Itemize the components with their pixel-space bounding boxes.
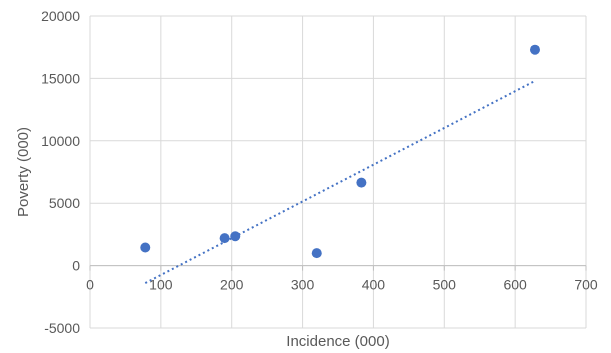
x-tick-label: 600 xyxy=(503,277,527,293)
data-point xyxy=(219,233,230,244)
data-point xyxy=(529,44,540,55)
trendline-layer xyxy=(144,80,536,284)
y-axis-title: Poverty (000) xyxy=(15,127,32,217)
trendline xyxy=(144,80,536,284)
x-tick-label: 700 xyxy=(574,277,598,293)
x-tick-label: 500 xyxy=(433,277,457,293)
x-tick-label: 100 xyxy=(149,277,173,293)
y-tick-label: 15000 xyxy=(41,70,80,86)
data-points xyxy=(140,44,540,259)
tick-labels: 0 100 200 300 400 500 600 700 -5000 0 5000 10000 150… xyxy=(41,8,598,336)
x-tick-label: 0 xyxy=(86,277,94,293)
data-point xyxy=(230,231,241,242)
grid xyxy=(89,15,587,329)
y-tick-label: 0 xyxy=(72,258,80,274)
y-tick-label: -5000 xyxy=(44,320,80,336)
data-point xyxy=(311,248,322,259)
x-tick-label: 200 xyxy=(220,277,244,293)
x-tick-label: 300 xyxy=(291,277,315,293)
y-tick-label: 10000 xyxy=(41,133,80,149)
data-point xyxy=(356,177,367,188)
axes xyxy=(89,265,587,271)
x-tick-label: 400 xyxy=(362,277,386,293)
y-tick-label: 5000 xyxy=(49,195,80,211)
x-axis-title: Incidence (000) xyxy=(286,333,389,350)
y-tick-label: 20000 xyxy=(41,8,80,24)
data-point xyxy=(140,242,151,253)
